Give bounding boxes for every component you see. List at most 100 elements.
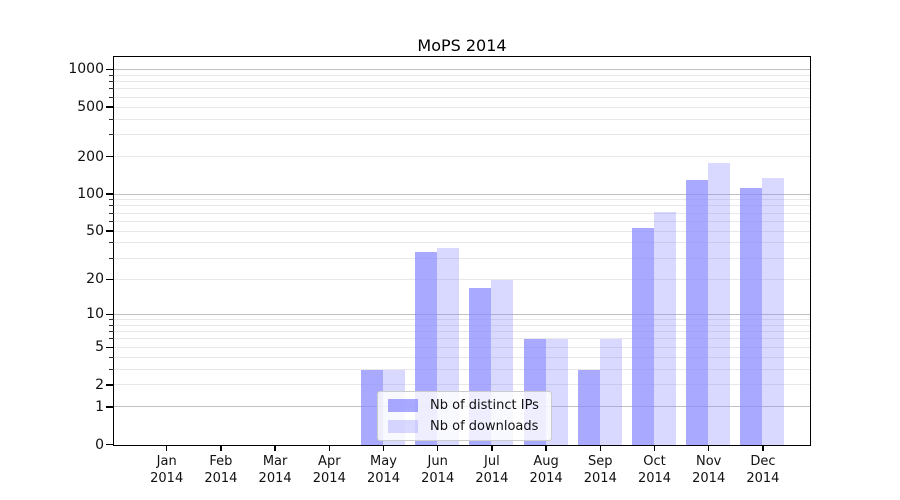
gridline-minor xyxy=(114,199,810,201)
gridline-minor xyxy=(114,242,810,244)
x-tick-mark xyxy=(762,445,764,451)
y-tick-label: 500 xyxy=(77,99,104,115)
x-tick-year: 2014 xyxy=(475,471,509,486)
y-tick-mark-minor xyxy=(109,324,114,326)
y-tick-label: 1000 xyxy=(68,61,104,78)
y-tick-mark-minor xyxy=(109,338,114,340)
x-tick-mark xyxy=(166,445,168,451)
x-tick-year: 2014 xyxy=(204,471,238,486)
x-tick-mark xyxy=(220,445,222,451)
y-tick-mark xyxy=(106,313,114,315)
bar-downloads-nov xyxy=(708,163,731,445)
x-tick-month: Feb xyxy=(209,454,233,469)
y-tick-mark xyxy=(106,346,114,348)
y-tick-label: 2 xyxy=(95,376,104,393)
x-tick-year: 2014 xyxy=(312,471,346,486)
y-tick-label: 100 xyxy=(77,186,104,202)
x-tick-year: 2014 xyxy=(421,471,455,486)
y-tick-mark xyxy=(106,278,114,280)
x-tick-label: Apr 2014 xyxy=(299,453,359,487)
gridline-minor xyxy=(114,384,810,386)
bar-ips-dec xyxy=(740,187,763,445)
x-tick-year: 2014 xyxy=(366,471,401,486)
gridline-minor xyxy=(114,338,810,340)
y-tick-mark-minor xyxy=(109,74,114,76)
x-tick-year: 2014 xyxy=(746,471,780,486)
y-tick-mark xyxy=(106,68,114,71)
x-tick-year: 2014 xyxy=(258,471,292,486)
y-tick-mark-minor xyxy=(109,319,114,320)
gridline-minor xyxy=(114,346,810,348)
bar-downloads-sep xyxy=(599,339,622,445)
y-tick-mark-minor xyxy=(109,134,114,136)
gridline-major xyxy=(114,193,810,195)
x-tick-month: Jan xyxy=(156,454,177,469)
y-tick-label: 5 xyxy=(95,339,104,356)
x-tick-label: Dec 2014 xyxy=(733,453,793,487)
gridline-minor xyxy=(114,88,810,90)
y-tick-mark xyxy=(106,106,114,108)
x-tick-month: Sep xyxy=(588,454,613,469)
y-tick-mark xyxy=(106,193,114,195)
x-tick-month: Dec xyxy=(750,454,776,469)
x-tick-year: 2014 xyxy=(583,471,617,486)
gridline-minor xyxy=(114,257,810,259)
y-tick-mark-minor xyxy=(109,257,114,259)
gridline-minor xyxy=(114,356,810,358)
x-tick-mark xyxy=(653,445,656,451)
legend-item-downloads: Nb of downloads xyxy=(388,419,539,434)
x-tick-label: Jan 2014 xyxy=(137,453,197,487)
y-tick-mark-minor xyxy=(109,96,114,98)
gridline-minor xyxy=(114,368,810,370)
x-tick-label: May 2014 xyxy=(354,453,414,487)
x-tick-month: Jun xyxy=(427,454,448,469)
gridline-minor xyxy=(114,81,810,82)
x-tick-label: Feb 2014 xyxy=(191,453,251,487)
x-tick-month: Nov xyxy=(696,454,722,469)
y-tick-mark-minor xyxy=(109,81,114,82)
y-tick-mark-minor xyxy=(109,199,114,201)
gridline-minor xyxy=(114,220,810,222)
x-tick-year: 2014 xyxy=(150,471,184,486)
legend-label-distinct-ips: Nb of distinct IPs xyxy=(430,398,539,413)
gridline-minor xyxy=(114,278,810,280)
x-tick-label: Sep 2014 xyxy=(570,453,630,487)
y-tick-label: 50 xyxy=(86,223,104,240)
plot-area: Nb of distinct IPs Nb of downloads xyxy=(113,56,811,446)
legend-item-distinct-ips: Nb of distinct IPs xyxy=(388,398,539,413)
legend-swatch-downloads xyxy=(388,420,418,433)
x-tick-mark xyxy=(274,445,276,451)
gridline-minor xyxy=(114,118,810,120)
y-tick-mark-minor xyxy=(109,212,114,214)
bar-ips-oct xyxy=(632,227,654,445)
y-tick-mark-minor xyxy=(109,88,114,90)
y-tick-mark-minor xyxy=(109,368,114,370)
x-tick-month: May xyxy=(370,454,397,469)
gridline-minor xyxy=(114,319,810,320)
y-tick-mark-minor xyxy=(109,242,114,244)
y-tick-label: 20 xyxy=(86,271,104,288)
bar-ips-sep xyxy=(577,369,600,445)
x-tick-label: Nov 2014 xyxy=(679,453,739,487)
x-tick-mark xyxy=(545,445,547,451)
x-tick-label: Jul 2014 xyxy=(462,453,522,487)
y-tick-mark xyxy=(106,155,114,158)
x-tick-month: Oct xyxy=(643,454,666,469)
y-tick-label: 10 xyxy=(86,306,104,323)
x-tick-mark xyxy=(328,445,330,451)
y-tick-mark-minor xyxy=(109,220,114,222)
x-tick-year: 2014 xyxy=(637,471,672,486)
bar-downloads-dec xyxy=(762,177,785,445)
x-tick-year: 2014 xyxy=(529,471,563,486)
gridline-minor xyxy=(114,205,810,207)
gridline-minor xyxy=(114,106,810,108)
y-tick-mark-minor xyxy=(109,205,114,207)
gridline-minor xyxy=(114,331,810,333)
x-tick-mark xyxy=(491,445,493,451)
x-tick-month: Aug xyxy=(533,454,559,469)
gridline-minor xyxy=(114,134,810,136)
x-tick-year: 2014 xyxy=(692,471,726,486)
gridline-minor xyxy=(114,74,810,76)
x-tick-month: Apr xyxy=(318,454,341,469)
